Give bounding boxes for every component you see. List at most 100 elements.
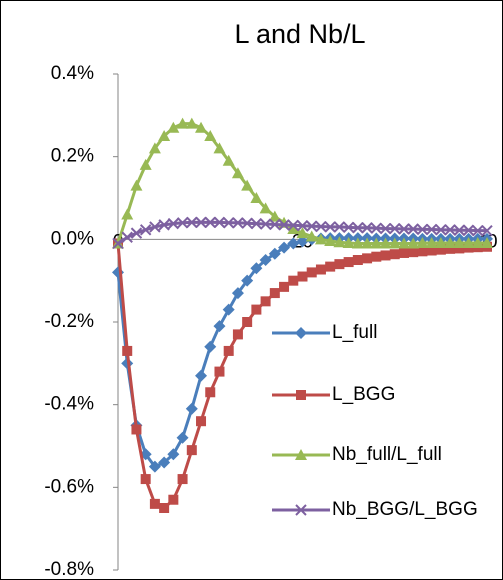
legend-marker	[296, 390, 306, 400]
data-point	[398, 247, 409, 258]
data-point	[352, 222, 364, 234]
data-point	[324, 221, 336, 233]
data-point	[426, 245, 437, 256]
data-point	[361, 222, 373, 234]
data-point	[250, 217, 263, 230]
data-point	[231, 167, 244, 179]
data-point	[268, 210, 281, 222]
data-point	[425, 237, 438, 249]
data-point	[454, 243, 465, 254]
data-point	[242, 317, 253, 327]
legend-label: Nb_full/L_full	[332, 444, 442, 465]
data-point	[176, 217, 189, 229]
data-point	[223, 345, 234, 356]
data-point	[333, 221, 346, 233]
data-point	[435, 224, 447, 236]
data-point	[314, 233, 327, 245]
data-point	[444, 237, 457, 249]
data-point	[260, 296, 271, 307]
data-point	[296, 227, 309, 239]
data-point	[287, 223, 300, 234]
data-point	[278, 241, 291, 254]
data-point	[241, 274, 254, 287]
data-point	[342, 221, 355, 234]
data-point	[287, 219, 299, 231]
data-point	[352, 255, 363, 265]
y-tick-label: 0.0%	[51, 228, 94, 249]
data-point	[343, 257, 354, 268]
data-point	[167, 448, 180, 461]
data-point	[296, 235, 309, 248]
data-point	[361, 237, 374, 249]
data-point	[370, 237, 383, 249]
data-point	[176, 431, 189, 444]
data-point	[130, 227, 143, 239]
data-point	[167, 121, 180, 133]
data-point	[407, 237, 420, 249]
data-point	[121, 231, 133, 243]
data-point	[315, 220, 327, 233]
data-point	[288, 275, 299, 286]
data-point	[177, 474, 188, 485]
data-point	[362, 253, 373, 264]
data-point	[306, 220, 318, 232]
data-point	[204, 130, 217, 141]
data-point	[278, 219, 290, 231]
data-point	[471, 237, 484, 249]
data-point	[416, 237, 429, 249]
data-point	[250, 262, 263, 275]
data-point	[131, 424, 142, 435]
data-point	[130, 179, 143, 191]
data-point	[324, 234, 337, 246]
legend-label: L_full	[332, 322, 377, 343]
data-point	[232, 329, 243, 340]
data-point	[167, 217, 180, 230]
data-point	[158, 130, 171, 141]
data-point	[121, 208, 134, 220]
data-point	[241, 179, 254, 191]
data-point	[371, 251, 382, 262]
data-point	[315, 264, 326, 275]
data-point	[379, 222, 392, 235]
data-point	[231, 287, 244, 300]
data-point	[397, 237, 410, 249]
data-point	[435, 244, 446, 255]
data-point	[389, 222, 401, 235]
data-point	[222, 303, 235, 316]
data-point	[159, 503, 170, 513]
data-point	[204, 340, 217, 353]
data-point	[186, 216, 198, 229]
data-point	[398, 223, 410, 235]
data-point	[196, 416, 207, 427]
data-point	[213, 320, 226, 333]
data-point	[148, 460, 161, 473]
y-tick-label: 0.4%	[51, 63, 94, 84]
data-point	[259, 202, 272, 214]
data-point	[149, 221, 161, 233]
data-point	[204, 216, 216, 229]
data-point	[241, 217, 253, 229]
y-tick-label: -0.6%	[44, 476, 94, 497]
data-point	[232, 217, 244, 229]
data-point	[269, 218, 281, 231]
data-point	[342, 237, 355, 249]
data-point	[250, 192, 263, 203]
data-point	[122, 345, 133, 356]
data-point	[380, 250, 391, 261]
data-point	[297, 271, 308, 282]
data-point	[472, 224, 484, 237]
data-point	[205, 387, 216, 398]
data-point	[388, 237, 401, 249]
legend-label: L_BGG	[332, 384, 395, 405]
legend-label: Nb_BGG/L_BGG	[332, 499, 478, 520]
data-point	[149, 498, 160, 509]
data-point	[287, 237, 300, 250]
data-point	[481, 224, 493, 237]
data-point	[269, 288, 280, 299]
data-point	[444, 224, 456, 236]
data-point	[195, 369, 208, 382]
data-point	[185, 117, 198, 129]
data-point	[306, 267, 317, 278]
data-point	[296, 219, 309, 232]
data-point	[213, 216, 226, 229]
